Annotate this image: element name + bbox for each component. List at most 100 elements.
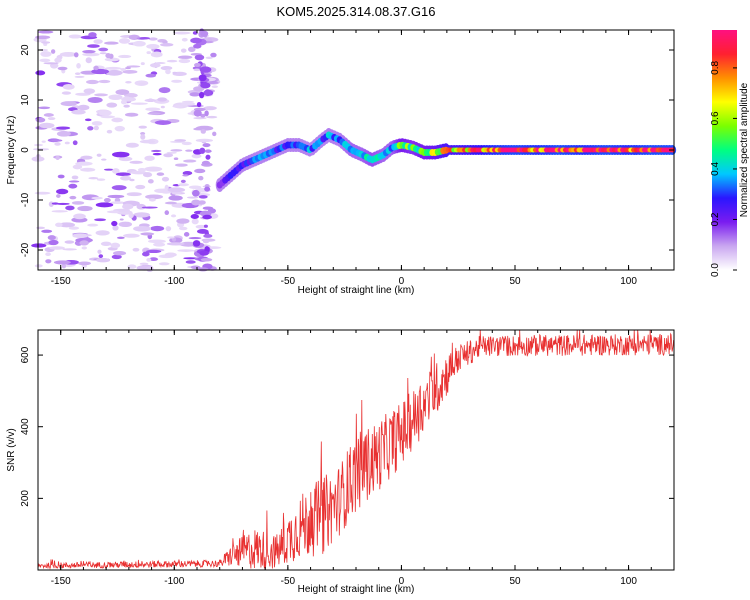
noise-blob xyxy=(198,74,207,82)
noise-blob xyxy=(125,142,139,148)
noise-blob xyxy=(32,148,50,151)
noise-blob xyxy=(41,229,53,233)
noise-blob xyxy=(160,105,165,109)
noise-blob xyxy=(119,218,124,221)
noise-blob xyxy=(64,141,70,145)
noise-blob xyxy=(198,195,208,199)
noise-blob xyxy=(71,175,79,180)
noise-blob xyxy=(48,239,59,246)
noise-blob xyxy=(139,262,149,265)
noise-blob xyxy=(167,236,175,239)
noise-blob xyxy=(74,72,81,76)
snr-y-tick-label: 400 xyxy=(20,418,31,435)
noise-blob xyxy=(62,248,77,251)
noise-blob xyxy=(125,66,131,70)
noise-blob xyxy=(129,160,143,164)
noise-blob xyxy=(202,214,212,220)
noise-blob xyxy=(199,147,206,154)
noise-blob xyxy=(57,174,65,179)
noise-blob xyxy=(133,225,152,232)
snr-y-ticks: 200 400 600 xyxy=(20,346,674,507)
noise-blob xyxy=(110,201,125,204)
noise-blob xyxy=(95,202,114,208)
noise-blob xyxy=(135,184,146,190)
noise-blob xyxy=(204,149,212,153)
snr-x-tick-label: 100 xyxy=(620,576,637,587)
noise-blob xyxy=(137,167,147,172)
noise-blob xyxy=(127,264,137,269)
noise-blob xyxy=(172,71,178,74)
noise-blob xyxy=(94,218,107,222)
noise-blob xyxy=(148,37,158,41)
noise-blob xyxy=(145,194,164,200)
noise-blob xyxy=(150,51,163,58)
noise-blob xyxy=(51,210,68,213)
noise-blob xyxy=(56,188,69,195)
noise-blob xyxy=(59,52,78,57)
noise-blob xyxy=(195,125,214,131)
noise-blob xyxy=(182,174,189,177)
noise-blob xyxy=(200,258,213,262)
noise-blob xyxy=(170,149,183,152)
noise-blob xyxy=(170,214,177,218)
noise-blob xyxy=(191,218,199,225)
noise-blob xyxy=(164,210,170,216)
noise-blob xyxy=(106,129,113,134)
noise-blob xyxy=(112,250,127,256)
noise-blob xyxy=(91,196,103,200)
noise-blob xyxy=(33,143,44,147)
noise-blob xyxy=(206,115,218,119)
spectrogram-y-ticks: -20 -10 0 10 20 xyxy=(20,44,674,257)
noise-blob xyxy=(103,168,114,171)
noise-blob xyxy=(132,40,146,47)
spectrogram-x-ticks: -150 -100 -50 0 50 100 xyxy=(37,30,675,287)
noise-blob xyxy=(210,52,217,58)
noise-blob xyxy=(88,32,97,38)
noise-blob xyxy=(164,201,178,205)
noise-blob xyxy=(55,126,71,130)
noise-blob xyxy=(126,65,141,68)
noise-blob xyxy=(111,254,122,260)
noise-blob xyxy=(80,167,96,172)
noise-blob xyxy=(191,153,202,159)
noise-blob xyxy=(140,132,146,136)
noise-blob xyxy=(205,154,211,160)
noise-blob xyxy=(146,257,152,262)
noise-blob xyxy=(35,117,46,123)
noise-blob xyxy=(202,143,211,148)
noise-blob xyxy=(152,152,162,156)
noise-blob xyxy=(82,52,100,57)
noise-blob xyxy=(132,247,140,252)
noise-blob xyxy=(203,234,213,238)
noise-blob xyxy=(141,206,158,209)
noise-blob xyxy=(158,262,170,266)
noise-blob xyxy=(154,120,172,125)
noise-blob xyxy=(190,213,199,220)
noise-blob xyxy=(202,206,214,210)
noise-blob xyxy=(123,233,140,238)
noise-blob xyxy=(192,240,201,247)
noise-blob xyxy=(193,43,202,49)
noise-blob xyxy=(104,41,119,45)
noise-blob xyxy=(88,177,99,180)
noise-blob xyxy=(68,34,82,39)
noise-blob xyxy=(161,176,170,182)
noise-blob xyxy=(164,252,177,257)
snr-x-ticks: -150 -100 -50 0 50 100 xyxy=(37,330,675,587)
spectrogram-x-tick-label: 0 xyxy=(399,276,405,287)
noise-blob xyxy=(200,113,206,118)
noise-blob xyxy=(202,239,210,244)
noise-blob xyxy=(98,79,111,84)
noise-blob xyxy=(200,82,211,89)
noise-blob xyxy=(204,89,212,97)
noise-blob xyxy=(196,229,209,234)
noise-blob xyxy=(144,166,163,172)
noise-blob xyxy=(153,242,166,247)
figure-title: KOM5.2025.314.08.37.G16 xyxy=(276,4,435,19)
noise-blob xyxy=(87,44,100,48)
noise-blob xyxy=(111,220,118,227)
noise-blob xyxy=(145,73,157,78)
noise-blob xyxy=(172,104,184,108)
noise-blob xyxy=(39,122,55,129)
noise-blob xyxy=(146,44,160,49)
